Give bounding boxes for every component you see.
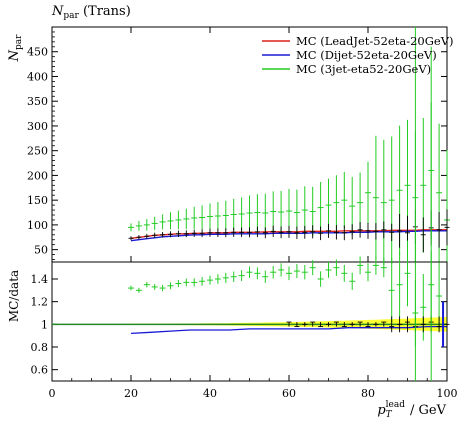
main-y-tick-label-5: 300 [27, 120, 48, 133]
plot-title-main: N [51, 4, 64, 19]
x-tick-label-2: 40 [203, 387, 217, 400]
ratio-y-axis-label: MC/data [7, 270, 21, 322]
main-series-layer [128, 27, 450, 290]
main-y-tick-label-0: 50 [34, 244, 48, 257]
ratio-y-tick-label-3: 1.2 [31, 296, 49, 309]
main-y-tick-label-2: 150 [27, 194, 48, 207]
plot-title-sub: par [63, 11, 79, 21]
legend-label-2: MC (3jet-eta52-20GeV) [296, 62, 431, 76]
main-y-axis-label-sub: par [14, 34, 24, 50]
x-tick-label-1: 20 [124, 387, 138, 400]
plot-title: Npar (Trans) [51, 4, 131, 21]
ratio-panel: 0.6 0.8 1 1.2 1.4 0 20 40 60 80 100 MC/data pTlea… [7, 240, 458, 420]
main-y-tick-label-3: 200 [27, 169, 48, 182]
x-axis-label-sup: lead [386, 400, 406, 410]
ratio-y-tick-label-4: 1.4 [31, 273, 49, 286]
legend-label-1: MC (Dijet-52eta-20GeV) [296, 48, 437, 62]
main-y-tick-label-7: 400 [27, 70, 48, 83]
ratio-y-tick-label-1: 0.8 [31, 341, 49, 354]
ratio-series-line-1 [130, 325, 447, 335]
main-y-axis-label: Npar [7, 34, 24, 63]
main-y-axis-label-main: N [7, 49, 22, 62]
x-tick-label-5: 100 [437, 387, 458, 400]
x-tick-label-0: 0 [49, 387, 56, 400]
main-y-tick-label-8: 450 [27, 46, 48, 59]
main-y-axis: 50 100 150 200 250 300 350 400 450 [27, 27, 448, 262]
x-axis-label-sub: T [386, 410, 393, 420]
x-axis-label-main: p [377, 403, 386, 418]
main-y-tick-label-4: 250 [27, 145, 48, 158]
main-panel: 50 100 150 200 250 300 350 400 450 Npar MC (Lead… [7, 26, 454, 290]
x-tick-label-4: 80 [361, 387, 375, 400]
ratio-y-tick-label-0: 0.6 [31, 364, 49, 377]
main-y-tick-label-6: 350 [27, 95, 48, 108]
ratio-y-axis: 0.6 0.8 1 1.2 1.4 [31, 273, 447, 377]
x-axis-label-rest: / GeV [410, 403, 447, 418]
ratio-series-layer [52, 240, 450, 381]
x-tick-label-3: 60 [282, 387, 296, 400]
ratio-y-tick-label-2: 1 [41, 318, 48, 331]
legend: MC (LeadJet-52eta-20GeV)MC (Dijet-52eta-… [262, 34, 454, 76]
x-axis-label: pTlead / GeV [377, 400, 446, 420]
main-y-tick-label-1: 100 [27, 219, 48, 232]
x-axis: 0 20 40 60 80 100 [49, 375, 458, 400]
plot-title-rest: (Trans) [79, 4, 131, 19]
legend-label-0: MC (LeadJet-52eta-20GeV) [296, 34, 454, 48]
